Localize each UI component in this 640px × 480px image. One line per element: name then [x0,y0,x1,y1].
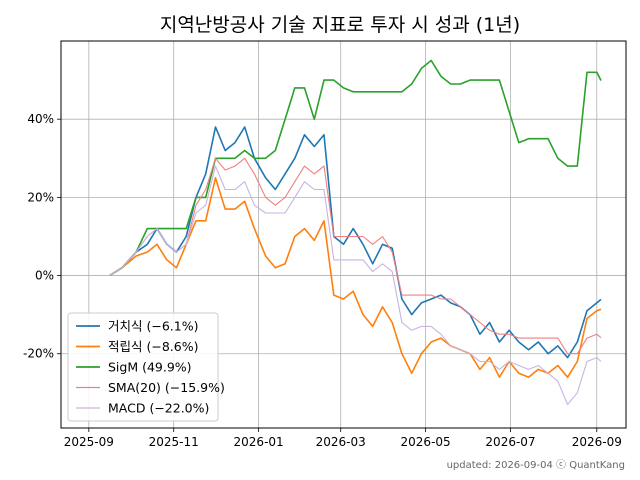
y-tick-label: 0% [35,269,54,283]
x-axis: 2025-09 2025-11 2026-01 2026-03 2026-05 2026-… [64,428,622,449]
series-line-1 [109,177,602,378]
legend-box [67,312,219,422]
x-tick-label: 2025-09 [64,435,114,449]
legend: 거치식 (−6.1%) 적립식 (−8.6%) SigM (49.9%) SMA(20… [67,312,225,422]
series-line-3 [109,157,602,355]
y-axis: -20% 0% 20% 40% [23,112,61,361]
series-group [109,59,602,406]
legend-label: MACD (−22.0%) [108,401,209,416]
plot-frame [60,40,627,429]
x-tick-label: 2026-09 [572,435,622,449]
series-line-4 [109,165,602,406]
legend-label: SigM (49.9%) [108,360,192,375]
x-tick-label: 2025-11 [149,435,199,449]
series-line-0 [109,126,602,359]
legend-label: SMA(20) (−15.9%) [108,380,225,395]
x-tick-label: 2026-01 [234,435,284,449]
x-tick-label: 2026-03 [316,435,366,449]
y-tick-label: 40% [27,112,54,126]
footer-credit: updated: 2026-09-04 ⓒ QuantKang [447,459,625,471]
x-tick-label: 2026-07 [485,435,535,449]
series-line-2 [109,59,602,277]
legend-label: 거치식 (−6.1%) [108,319,198,334]
x-tick-label: 2026-05 [401,435,451,449]
grid-lines [61,41,626,428]
legend-label: 적립식 (−8.6%) [108,339,198,354]
y-tick-label: 20% [27,190,54,204]
y-tick-label: -20% [23,347,54,361]
chart-title: 지역난방공사 기술 지표로 투자 시 성과 (1년) [160,14,520,36]
